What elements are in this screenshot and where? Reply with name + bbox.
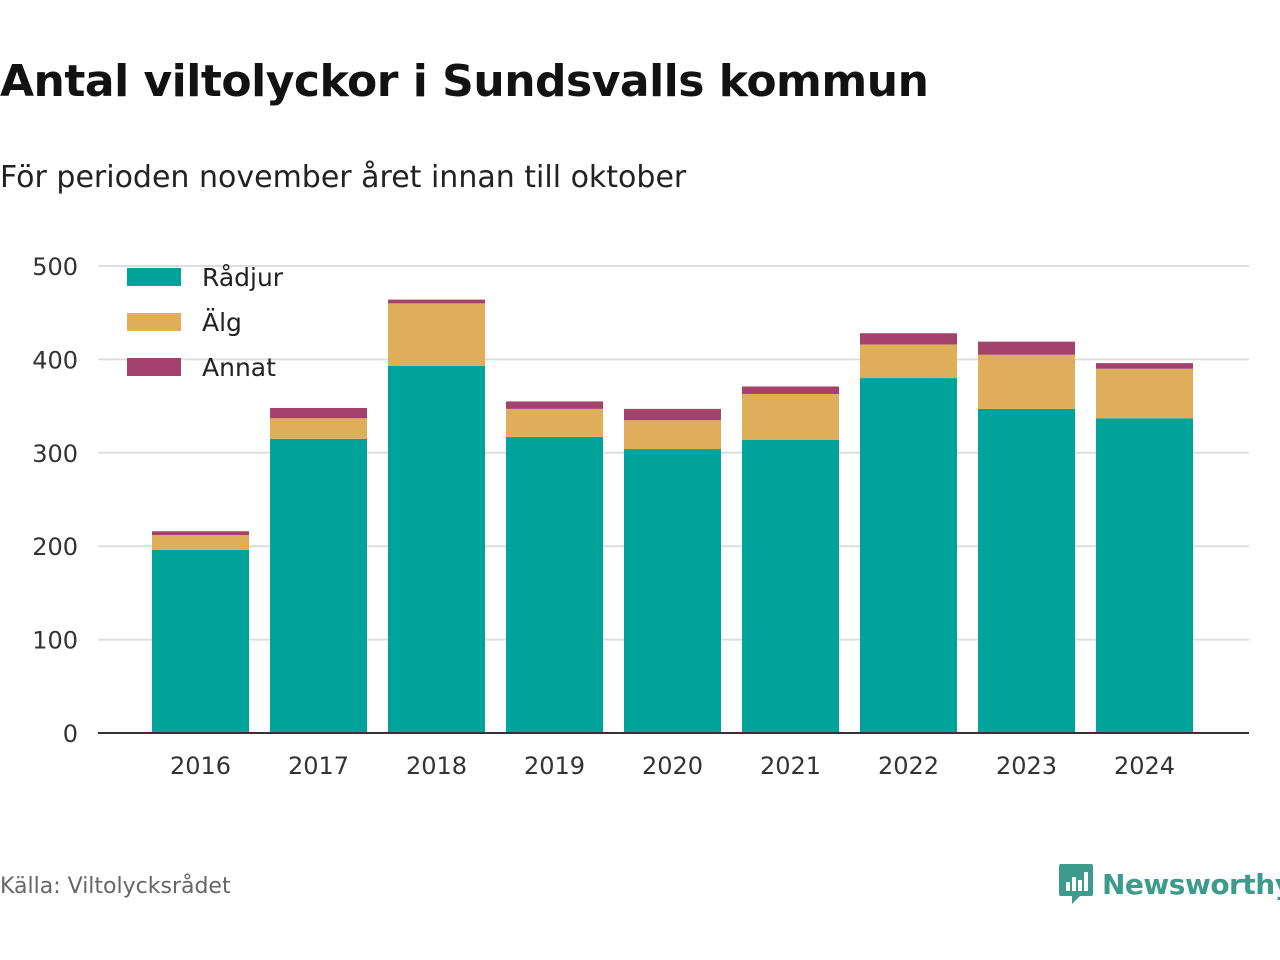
x-axis-ticks: 2016 2017 2018 2019 2020 2021 2022 2023 2024 [170, 752, 1175, 780]
bar-rådjur-2018 [388, 365, 485, 733]
y-tick-label: 200 [32, 533, 78, 561]
bar-annat-2024 [1096, 363, 1193, 369]
bar-rådjur-2020 [624, 449, 721, 733]
legend-swatch-annat [127, 358, 181, 376]
legend-label: Rådjur [202, 263, 284, 292]
x-tick-label: 2018 [406, 752, 467, 780]
y-tick-label: 400 [32, 346, 78, 374]
x-tick-label: 2022 [878, 752, 939, 780]
bar-annat-2017 [270, 407, 367, 419]
bar-rådjur-2019 [506, 436, 603, 733]
bar-älg-2017 [270, 418, 367, 439]
bar-älg-2020 [624, 420, 721, 450]
bar-rådjur-2022 [860, 378, 957, 733]
bar-älg-2016 [152, 534, 249, 550]
bar-rådjur-2023 [978, 408, 1075, 733]
chart-subtitle: För perioden november året innan till ok… [0, 160, 687, 195]
bar-annat-2016 [152, 531, 249, 535]
bar-rådjur-2016 [152, 549, 249, 733]
x-tick-label: 2023 [996, 752, 1057, 780]
y-tick-label: 300 [32, 440, 78, 468]
bar-rådjur-2017 [270, 438, 367, 733]
y-tick-label: 0 [63, 720, 78, 748]
bar-annat-2023 [978, 341, 1075, 355]
x-tick-label: 2016 [170, 752, 231, 780]
y-tick-label: 100 [32, 627, 78, 655]
legend: Rådjur Älg Annat [127, 263, 284, 382]
bar-älg-2018 [388, 303, 485, 366]
y-axis-ticks: 0 100 200 300 400 500 [32, 253, 78, 748]
newsworthy-logo-icon [1059, 864, 1093, 904]
y-tick-label: 500 [32, 253, 78, 281]
legend-label: Annat [202, 353, 276, 382]
chart-title: Antal viltolyckor i Sundsvalls kommun [0, 56, 929, 107]
x-tick-label: 2021 [760, 752, 821, 780]
bar-älg-2021 [742, 393, 839, 440]
bar-annat-2021 [742, 386, 839, 394]
source-note: Källa: Viltolycksrådet [0, 874, 231, 899]
x-tick-label: 2024 [1114, 752, 1175, 780]
bar-rådjur-2021 [742, 439, 839, 733]
bar-älg-2022 [860, 344, 957, 379]
bar-rådjur-2024 [1096, 418, 1193, 733]
bar-annat-2018 [388, 299, 485, 304]
x-tick-label: 2017 [288, 752, 349, 780]
bar-annat-2022 [860, 333, 957, 345]
bar-älg-2023 [978, 354, 1075, 409]
x-tick-label: 2020 [642, 752, 703, 780]
legend-swatch-rådjur [127, 268, 181, 286]
legend-label: Älg [202, 308, 242, 337]
brand-name: Newsworthy [1102, 867, 1280, 901]
bar-annat-2019 [506, 401, 603, 409]
brand-logo: Newsworthy [1058, 862, 1280, 906]
bar-annat-2020 [624, 408, 721, 421]
bar-älg-2024 [1096, 368, 1193, 419]
bars [152, 299, 1193, 733]
bar-älg-2019 [506, 408, 603, 437]
legend-swatch-älg [127, 313, 181, 331]
x-tick-label: 2019 [524, 752, 585, 780]
